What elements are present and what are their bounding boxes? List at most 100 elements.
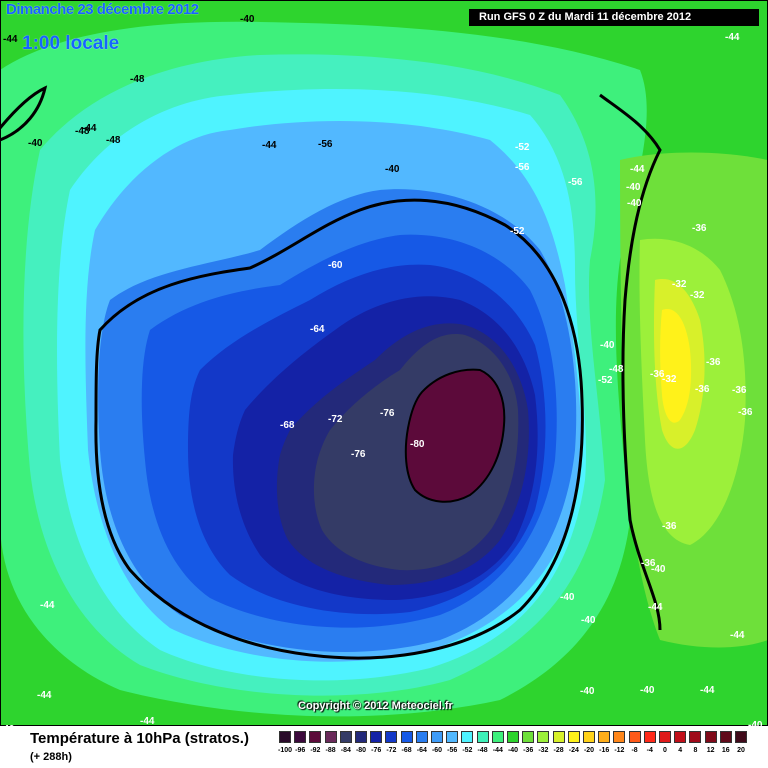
contour-label: -52 [510,226,525,237]
scale-label: -28 [553,747,564,754]
scale-swatch [689,731,702,743]
scale-label: -48 [477,747,488,754]
scale-swatch [583,731,595,743]
scale-label: -40 [507,747,519,754]
contour-label: -36 [706,357,721,368]
contour-label: -36 [732,385,747,396]
scale-label: 20 [737,747,745,754]
contour-label: -44 [725,32,740,43]
scale-label: -100 [277,747,292,754]
scale-label: -4 [646,747,653,754]
contour-label: -44 [262,140,277,151]
contour-label: -36 [692,223,707,234]
scale-label: -76 [371,747,382,754]
contour-label: -52 [515,142,530,153]
contour-label: -44 [82,123,97,134]
forecast-lead-time: (+ 288h) [30,751,72,763]
scale-label: -80 [355,747,367,754]
contour-label: -36 [650,369,665,380]
scale-label: -68 [401,747,412,754]
contour-label: -56 [568,177,583,188]
contour-label: -48 [130,74,145,85]
scale-label: -32 [538,747,549,754]
scale-swatch [279,731,291,743]
contour-label: -76 [351,449,366,460]
contour-label: -80 [410,439,425,450]
scale-swatch [628,731,641,743]
scale-label: -20 [583,747,595,754]
scale-swatch [476,731,489,743]
contour-label: -44 [37,690,52,701]
scale-label: -88 [325,747,336,754]
warm-region-4 [660,309,692,423]
scale-swatch [309,731,322,743]
scale-swatch [659,731,671,743]
bold-contour [94,198,584,660]
contour-label: -40 [581,615,596,626]
scale-label: 8 [693,747,698,754]
scale-swatch [400,731,413,743]
contour-label: -36 [738,407,753,418]
scale-label: -24 [568,747,579,754]
scale-label: -60 [431,747,443,754]
contour-label: -56 [318,139,333,150]
scale-swatch [446,731,459,743]
map-footer: Température à 10hPa (stratos.) (+ 288h) … [0,726,768,768]
bold-contour-east [599,93,662,631]
forecast-date: Dimanche 23 décembre 2012 [6,1,199,18]
scale-swatch [598,731,611,743]
scale-label: -52 [462,747,473,754]
contour-label: -36 [695,384,710,395]
scale-label: 16 [721,747,730,754]
contour-label: -60 [328,260,343,271]
scale-label: -92 [310,747,321,754]
forecast-time: 1:00 locale [22,33,120,54]
scale-swatch [415,731,428,743]
contour-label: -40 [627,198,642,209]
contour-label: -32 [662,374,677,385]
contour-label: -40 [0,724,15,726]
contour-label: -56 [515,162,530,173]
contour-label: -40 [560,592,575,603]
contour-label: -72 [328,414,343,425]
scale-swatch [431,731,443,743]
contour-label: -44 [730,630,745,641]
scale-label: -36 [523,747,534,754]
scale-swatch [735,731,747,743]
contour-label: -68 [280,420,295,431]
scale-label: -96 [295,747,306,754]
contour-label: -40 [748,720,763,726]
scale-swatch [324,731,337,743]
scale-label: 12 [706,747,715,754]
contour-label: -44 [40,600,55,611]
contour-label: -40 [28,138,43,149]
scale-swatch [507,731,519,743]
contour-label: -44 [140,716,155,726]
scale-swatch [704,731,717,743]
contour-label: -40 [651,564,666,575]
contour-label: -52 [598,375,613,386]
contour-labels: -44-48-40-44-48-48-40-44-40-56 -52-56-52-… [0,14,763,726]
scale-swatch [567,731,580,743]
contour-label: -40 [626,182,641,193]
scale-label: -56 [447,747,458,754]
scale-label: -16 [599,747,610,754]
contour-label: -44 [3,34,18,45]
stratospheric-temperature-map: -44-48-40-44-48-48-40-44-40-56 -52-56-52-… [0,0,768,726]
scale-label: 4 [678,747,683,754]
scale-swatch [537,731,550,743]
scale-label: -84 [340,747,351,754]
scale-swatch [613,731,626,743]
contour-label: -32 [690,290,705,301]
contour-label: -44 [648,602,663,613]
scale-swatch [643,731,656,743]
contour-label: -36 [662,521,677,532]
contour-label: -48 [75,126,90,137]
contour-label: -32 [672,279,687,290]
scale-label: -44 [492,747,503,754]
band-core [404,368,506,503]
model-run-label: Run GFS 0 Z du Mardi 11 décembre 2012 [469,9,759,26]
scale-swatch [385,731,398,743]
contour-label: -40 [580,686,595,697]
